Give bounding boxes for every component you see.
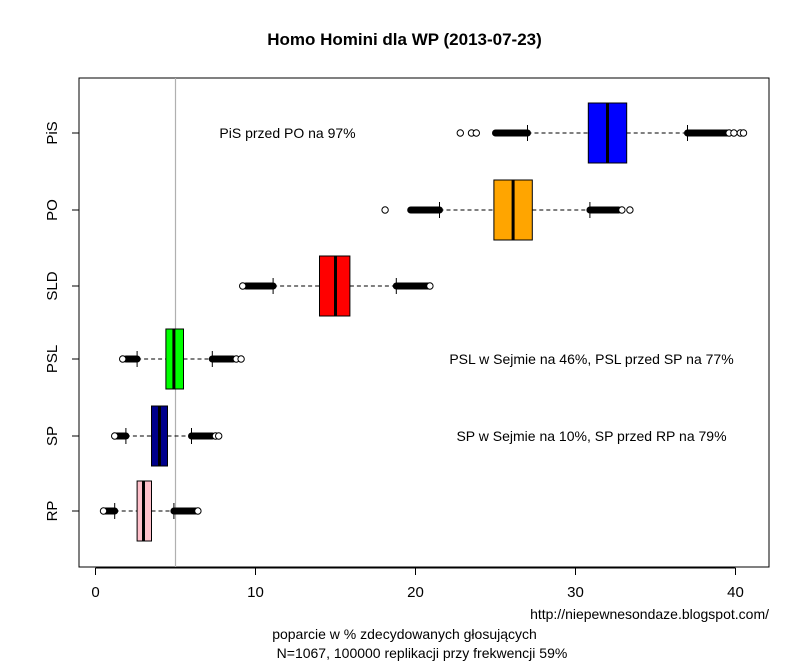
outlier-point <box>426 282 434 290</box>
chart-title: Homo Homini dla WP (2013-07-23) <box>267 30 542 49</box>
box-rp <box>99 480 202 542</box>
outlier-point <box>456 129 464 137</box>
annotation-text: SP w Sejmie na 10%, SP przed RP na 79% <box>456 428 726 444</box>
chart-marks: PiS przed PO na 97% PSL w Sejmie na 46%, … <box>99 78 748 567</box>
axes: PiS PO SLD PSL SP RP 0 10 20 30 40 <box>44 121 744 601</box>
outlier-point <box>626 206 634 214</box>
plot-frame <box>78 77 770 568</box>
y-tick-label: RP <box>44 501 61 522</box>
y-tick-label: PSL <box>44 345 61 373</box>
x-tick-label: 0 <box>91 584 99 601</box>
outlier-point <box>730 129 738 137</box>
box-sp <box>111 405 223 467</box>
outlier-point <box>739 129 748 137</box>
box-sld <box>239 255 434 317</box>
x-tick-label: 30 <box>567 584 584 601</box>
outlier-point <box>99 507 108 515</box>
y-tick-label: SP <box>44 426 61 446</box>
outlier-point <box>237 355 245 363</box>
box-psl <box>119 328 245 390</box>
annotation-text: PiS przed PO na 97% <box>219 125 355 141</box>
chart-subtitle: N=1067, 100000 replikacji przy frekwencj… <box>276 645 568 661</box>
y-tick-label: SLD <box>44 271 61 300</box>
x-tick-label: 20 <box>407 584 424 601</box>
x-axis-label: poparcie w % zdecydowanych głosujących <box>272 626 537 642</box>
x-tick-label: 40 <box>727 584 744 601</box>
x-tick-label: 10 <box>247 584 264 601</box>
source-credit: http://niepewnesondaze.blogspot.com/ <box>530 606 769 622</box>
annotation-text: PSL w Sejmie na 46%, PSL przed SP na 77% <box>449 351 733 367</box>
box-pis <box>456 102 748 164</box>
outlier-point <box>215 432 223 440</box>
outlier-point <box>472 129 480 137</box>
outlier-point <box>194 507 202 515</box>
y-tick-label: PiS <box>44 121 61 144</box>
outlier-point <box>111 432 119 440</box>
outlier-point <box>618 206 626 214</box>
box-po <box>381 179 634 241</box>
outlier-point <box>381 206 389 214</box>
y-tick-label: PO <box>44 199 61 221</box>
outlier-point <box>119 355 127 363</box>
outlier-point <box>239 282 247 290</box>
